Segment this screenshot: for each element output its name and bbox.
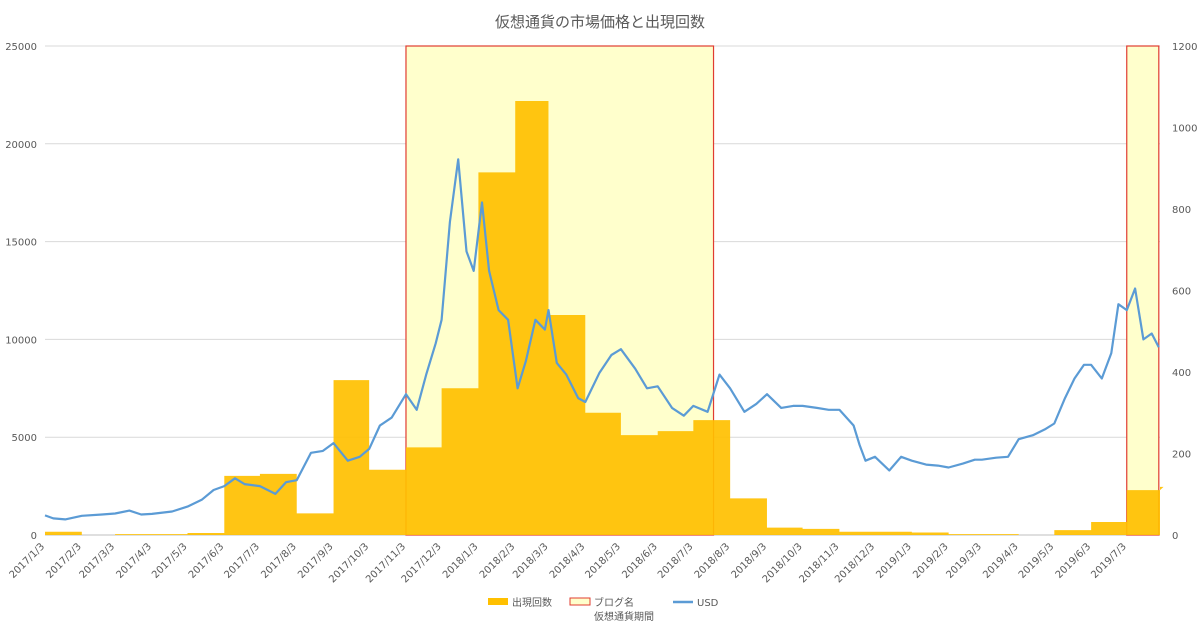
y-right-tick-label: 600 xyxy=(1172,287,1191,298)
y-left-tick-label: 25000 xyxy=(5,42,37,53)
y-right-tick-label: 800 xyxy=(1172,205,1191,216)
y-left-tick-label: 5000 xyxy=(12,433,37,444)
x-tick-label: 2017/3/3 xyxy=(78,541,118,581)
x-tick-label: 2019/4/3 xyxy=(981,541,1021,581)
usd-line-series xyxy=(44,158,1160,521)
frequency-area xyxy=(45,101,1164,535)
y-right-tick-label: 1000 xyxy=(1172,124,1197,135)
x-tick-label: 2017/5/3 xyxy=(150,541,190,581)
y-axis-left: 0 5000 10000 15000 20000 25000 xyxy=(5,42,37,542)
x-tick-label: 2018/2/3 xyxy=(478,541,518,581)
x-tick-label: 2017/6/3 xyxy=(187,541,227,581)
x-tick-label: 2019/1/3 xyxy=(874,541,914,581)
x-tick-label: 2019/7/3 xyxy=(1089,541,1129,581)
x-tick-label: 2019/5/3 xyxy=(1017,541,1057,581)
legend-label-blog-period-1: ブログ名 xyxy=(594,596,634,609)
x-tick-label: 2018/4/3 xyxy=(548,541,588,581)
frequency-area-series xyxy=(45,101,1164,535)
x-tick-label: 2017/8/3 xyxy=(259,541,299,581)
x-tick-label: 2018/5/3 xyxy=(583,541,623,581)
y-left-tick-label: 10000 xyxy=(5,335,37,346)
x-tick-label: 2018/1/3 xyxy=(441,541,481,581)
x-tick-label: 2018/6/3 xyxy=(620,541,660,581)
y-right-tick-label: 400 xyxy=(1172,368,1191,379)
highlight-range xyxy=(1126,45,1160,536)
x-tick-label: 2018/7/3 xyxy=(656,541,696,581)
x-tick-label: 2019/2/3 xyxy=(911,541,951,581)
x-tick-label: 2019/3/3 xyxy=(944,541,984,581)
y-right-tick-label: 0 xyxy=(1172,531,1178,542)
y-right-tick-label: 200 xyxy=(1172,450,1191,461)
legend-swatch-blog-period xyxy=(569,597,591,606)
y-right-tick-label: 1200 xyxy=(1172,42,1197,53)
chart-title: 仮想通貨の市場価格と出現回数 xyxy=(495,13,705,31)
x-tick-label: 2017/7/3 xyxy=(223,541,263,581)
x-tick-label: 2017/1/3 xyxy=(8,541,48,581)
x-axis: 2017/1/32017/2/32017/3/32017/4/32017/5/3… xyxy=(8,541,1129,585)
x-tick-label: 2017/4/3 xyxy=(114,541,154,581)
legend-label-blog-period-2: 仮想通貨期間 xyxy=(594,610,654,623)
x-tick-label: 2018/3/3 xyxy=(511,541,551,581)
legend-label-usd: USD xyxy=(697,598,719,609)
y-axis-right: 0 200 400 600 800 1000 1200 xyxy=(1172,42,1197,542)
legend-swatch-frequency xyxy=(488,598,508,605)
x-tick-label: 2018/8/3 xyxy=(693,541,733,581)
y-left-tick-label: 15000 xyxy=(5,238,37,249)
legend: 出現回数 ブログ名 仮想通貨期間 USD xyxy=(488,596,719,623)
y-left-tick-label: 0 xyxy=(31,531,37,542)
x-tick-label: 2017/2/3 xyxy=(44,541,84,581)
legend-label-frequency: 出現回数 xyxy=(512,596,552,609)
y-left-tick-label: 20000 xyxy=(5,140,37,151)
x-tick-label: 2019/6/3 xyxy=(1054,541,1094,581)
usd-line xyxy=(44,158,1160,521)
